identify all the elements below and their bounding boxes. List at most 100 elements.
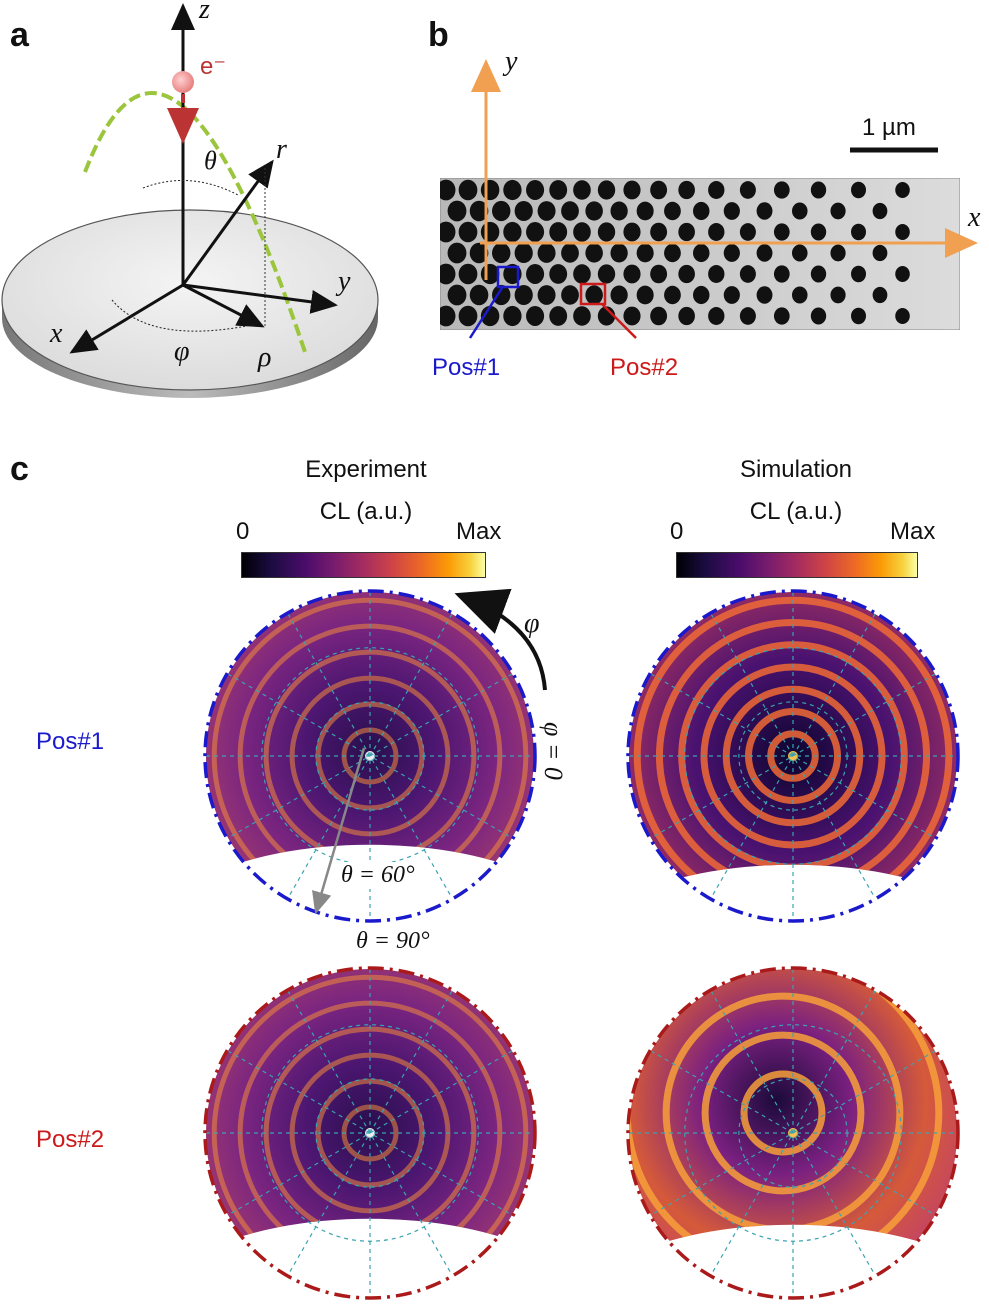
- cb-max-right: Max: [890, 518, 936, 545]
- sem-hole: [585, 285, 603, 305]
- cb-label-left: CL (a.u.): [319, 498, 413, 525]
- electron-label: e⁻: [200, 53, 227, 80]
- colorbar-simulation: [676, 552, 918, 578]
- simulation-title: Simulation: [739, 456, 853, 483]
- sem-hole: [895, 265, 910, 283]
- polar-grid-spoke: [650, 1050, 936, 1216]
- cb-min-left: 0: [236, 518, 250, 545]
- sem-hole: [664, 285, 681, 305]
- cb-min-right: 0: [670, 518, 684, 545]
- sem-hole: [623, 306, 641, 326]
- sem-hole: [458, 305, 478, 327]
- sem-hole: [739, 223, 756, 241]
- sem-hole: [503, 221, 522, 243]
- theta-label-a: θ: [204, 146, 217, 175]
- sem-hole: [810, 265, 827, 283]
- phi-arrow: [454, 588, 547, 691]
- sem-hole: [678, 222, 695, 242]
- phi-label-a: φ: [174, 336, 190, 367]
- sem-hole: [678, 180, 695, 200]
- sem-hole: [792, 244, 808, 262]
- sem-hole: [664, 243, 681, 263]
- sem-hole: [650, 180, 668, 200]
- pos2-label-b: Pos#2: [610, 354, 679, 381]
- sem-hole: [636, 243, 654, 263]
- cb-label-right: CL (a.u.): [749, 498, 843, 525]
- sem-hole: [458, 221, 478, 243]
- theta60-label: θ = 60°: [338, 862, 418, 889]
- axis-x-label-b: x: [968, 202, 981, 233]
- panel-b-letter: b: [428, 16, 449, 54]
- sem-hole: [692, 201, 710, 221]
- sem-hole: [573, 222, 591, 242]
- sem-hole: [810, 181, 827, 199]
- sem-hole: [664, 201, 681, 221]
- sem-hole: [623, 180, 641, 200]
- sem-hole: [447, 200, 467, 222]
- sem-hole: [537, 243, 556, 263]
- sem-hole: [773, 307, 790, 325]
- sem-hole: [526, 306, 545, 326]
- sem-hole: [458, 179, 478, 201]
- sem-hole: [623, 264, 641, 284]
- panel-a-diagram: [1, 3, 379, 398]
- phi-zero-label: φ = 0: [539, 722, 568, 780]
- sem-hole: [537, 201, 556, 221]
- sem-hole: [503, 305, 522, 327]
- sem-hole: [561, 243, 579, 263]
- theta90-ring: [203, 589, 537, 923]
- sem-hole: [458, 263, 478, 285]
- axis-z-label: z: [199, 0, 210, 25]
- sem-hole: [692, 243, 710, 263]
- polar-map-sim-pos1: [626, 589, 960, 923]
- polar-map-exp-pos1: [203, 589, 537, 923]
- sem-hole: [573, 306, 591, 326]
- sem-hole: [492, 242, 511, 264]
- sem-hole: [610, 201, 628, 221]
- interference-ring: [740, 1070, 826, 1156]
- sem-hole: [792, 286, 808, 304]
- sem-hole: [895, 181, 910, 199]
- axis-r-label: r: [276, 134, 287, 165]
- axis-x-label-a: x: [50, 318, 63, 349]
- sem-hole: [810, 307, 827, 325]
- sem-hole: [514, 200, 533, 222]
- sem-hole: [895, 307, 910, 325]
- sem-hole: [723, 244, 740, 262]
- theta90-ring: [203, 966, 537, 1300]
- sem-hole: [440, 305, 456, 327]
- sem-hole: [851, 307, 866, 325]
- sem-hole: [708, 223, 725, 241]
- sem-hole: [895, 223, 910, 241]
- panel-a-letter: a: [10, 16, 29, 54]
- sem-hole: [447, 284, 467, 306]
- sem-hole: [773, 181, 790, 199]
- scale-bar-label: 1 µm: [862, 114, 916, 141]
- sem-hole: [739, 265, 756, 283]
- sem-hole: [708, 265, 725, 283]
- theta90-ring: [626, 966, 960, 1300]
- panel-b-axes: [468, 59, 978, 339]
- sem-hole: [492, 200, 511, 222]
- sem-hole: [872, 202, 888, 220]
- sem-hole: [480, 305, 500, 327]
- sem-hole: [723, 202, 740, 220]
- sem-hole: [561, 201, 579, 221]
- sem-hole: [526, 180, 545, 200]
- sem-hole: [610, 285, 628, 305]
- sem-hole: [678, 306, 695, 326]
- sem-hole: [723, 286, 740, 304]
- sem-hole: [440, 179, 456, 201]
- sem-hole: [872, 244, 888, 262]
- sem-hole: [756, 202, 773, 220]
- sem-hole: [792, 202, 808, 220]
- sem-hole: [610, 243, 628, 263]
- sem-hole: [756, 244, 773, 262]
- sem-hole: [636, 285, 654, 305]
- theta90-label: θ = 90°: [356, 928, 430, 954]
- sem-hole: [851, 181, 866, 199]
- sem-hole: [650, 306, 668, 326]
- sem-hole: [692, 285, 710, 305]
- sem-hole: [469, 284, 489, 306]
